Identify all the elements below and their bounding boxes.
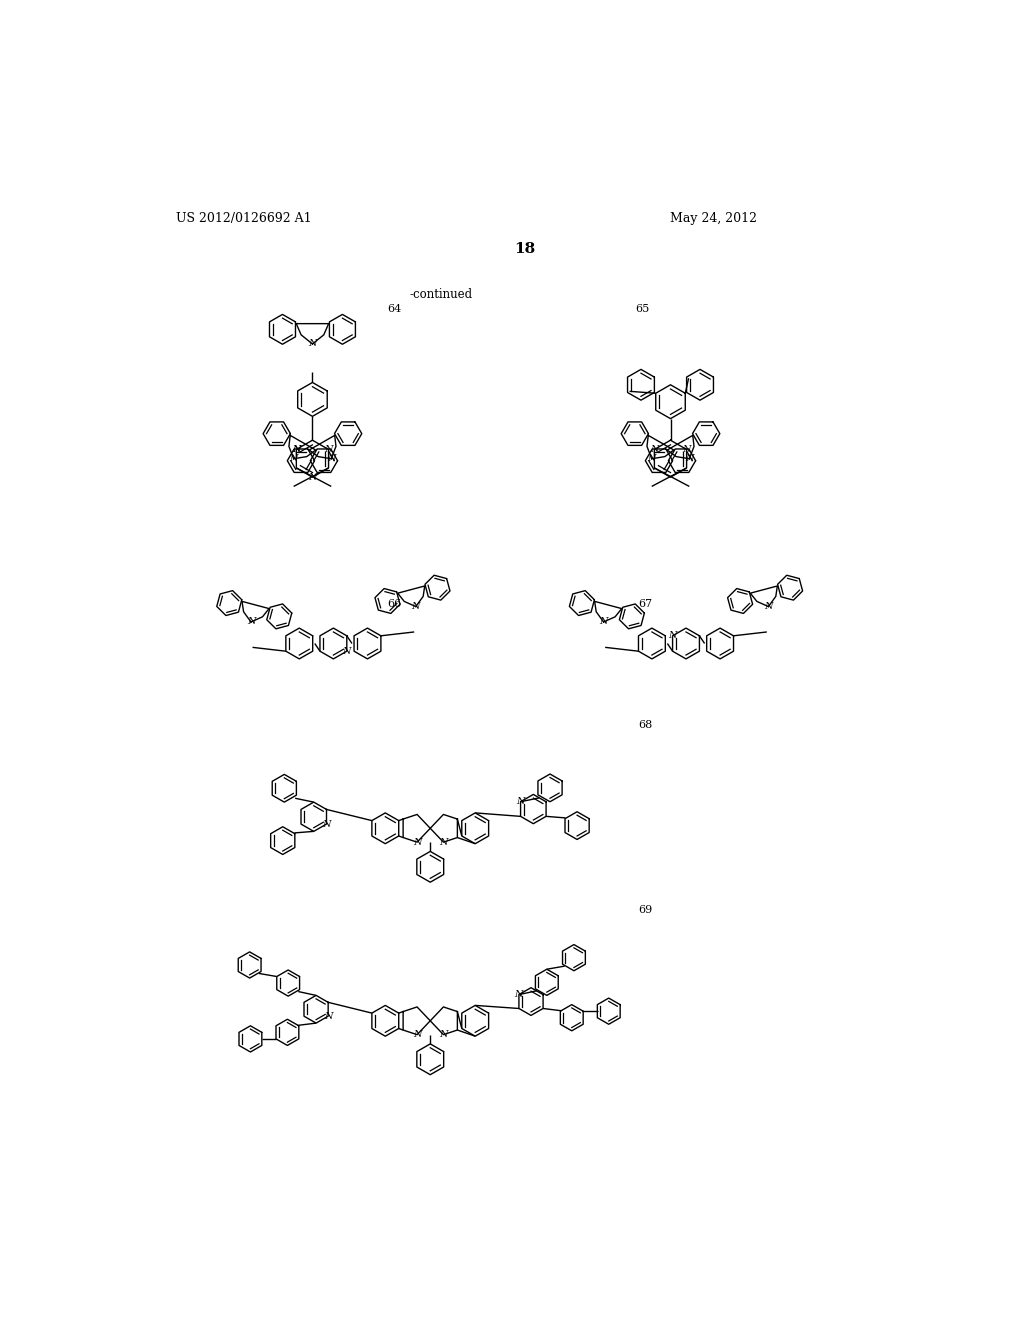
Text: N: N [650,445,658,454]
Text: N: N [682,445,691,454]
Text: N: N [412,602,420,611]
Text: 69: 69 [638,906,652,915]
Text: N: N [439,838,447,846]
Text: 64: 64 [388,305,401,314]
Text: N: N [516,797,525,807]
Text: N: N [685,454,693,463]
Text: N: N [669,631,677,640]
Text: 67: 67 [638,598,652,609]
Text: N: N [413,1030,421,1039]
Text: 18: 18 [514,242,536,256]
Text: N: N [292,445,301,454]
Text: N: N [439,1030,447,1039]
Text: 65: 65 [636,305,650,314]
Text: N: N [647,454,656,463]
Text: 68: 68 [638,721,652,730]
Text: N: N [515,990,523,999]
Text: N: N [325,445,333,454]
Text: N: N [324,1011,333,1020]
Text: May 24, 2012: May 24, 2012 [671,213,758,226]
Text: N: N [308,473,316,482]
Text: N: N [323,820,331,829]
Text: N: N [327,454,336,463]
Text: N: N [290,454,298,463]
Text: N: N [764,602,773,611]
Text: -continued: -continued [410,288,472,301]
Text: N: N [413,838,421,846]
Text: N: N [343,647,351,656]
Text: N: N [292,445,301,454]
Text: N: N [599,618,608,627]
Text: US 2012/0126692 A1: US 2012/0126692 A1 [176,213,311,226]
Text: N: N [247,618,255,627]
Text: N: N [308,339,316,348]
Text: 66: 66 [388,598,401,609]
